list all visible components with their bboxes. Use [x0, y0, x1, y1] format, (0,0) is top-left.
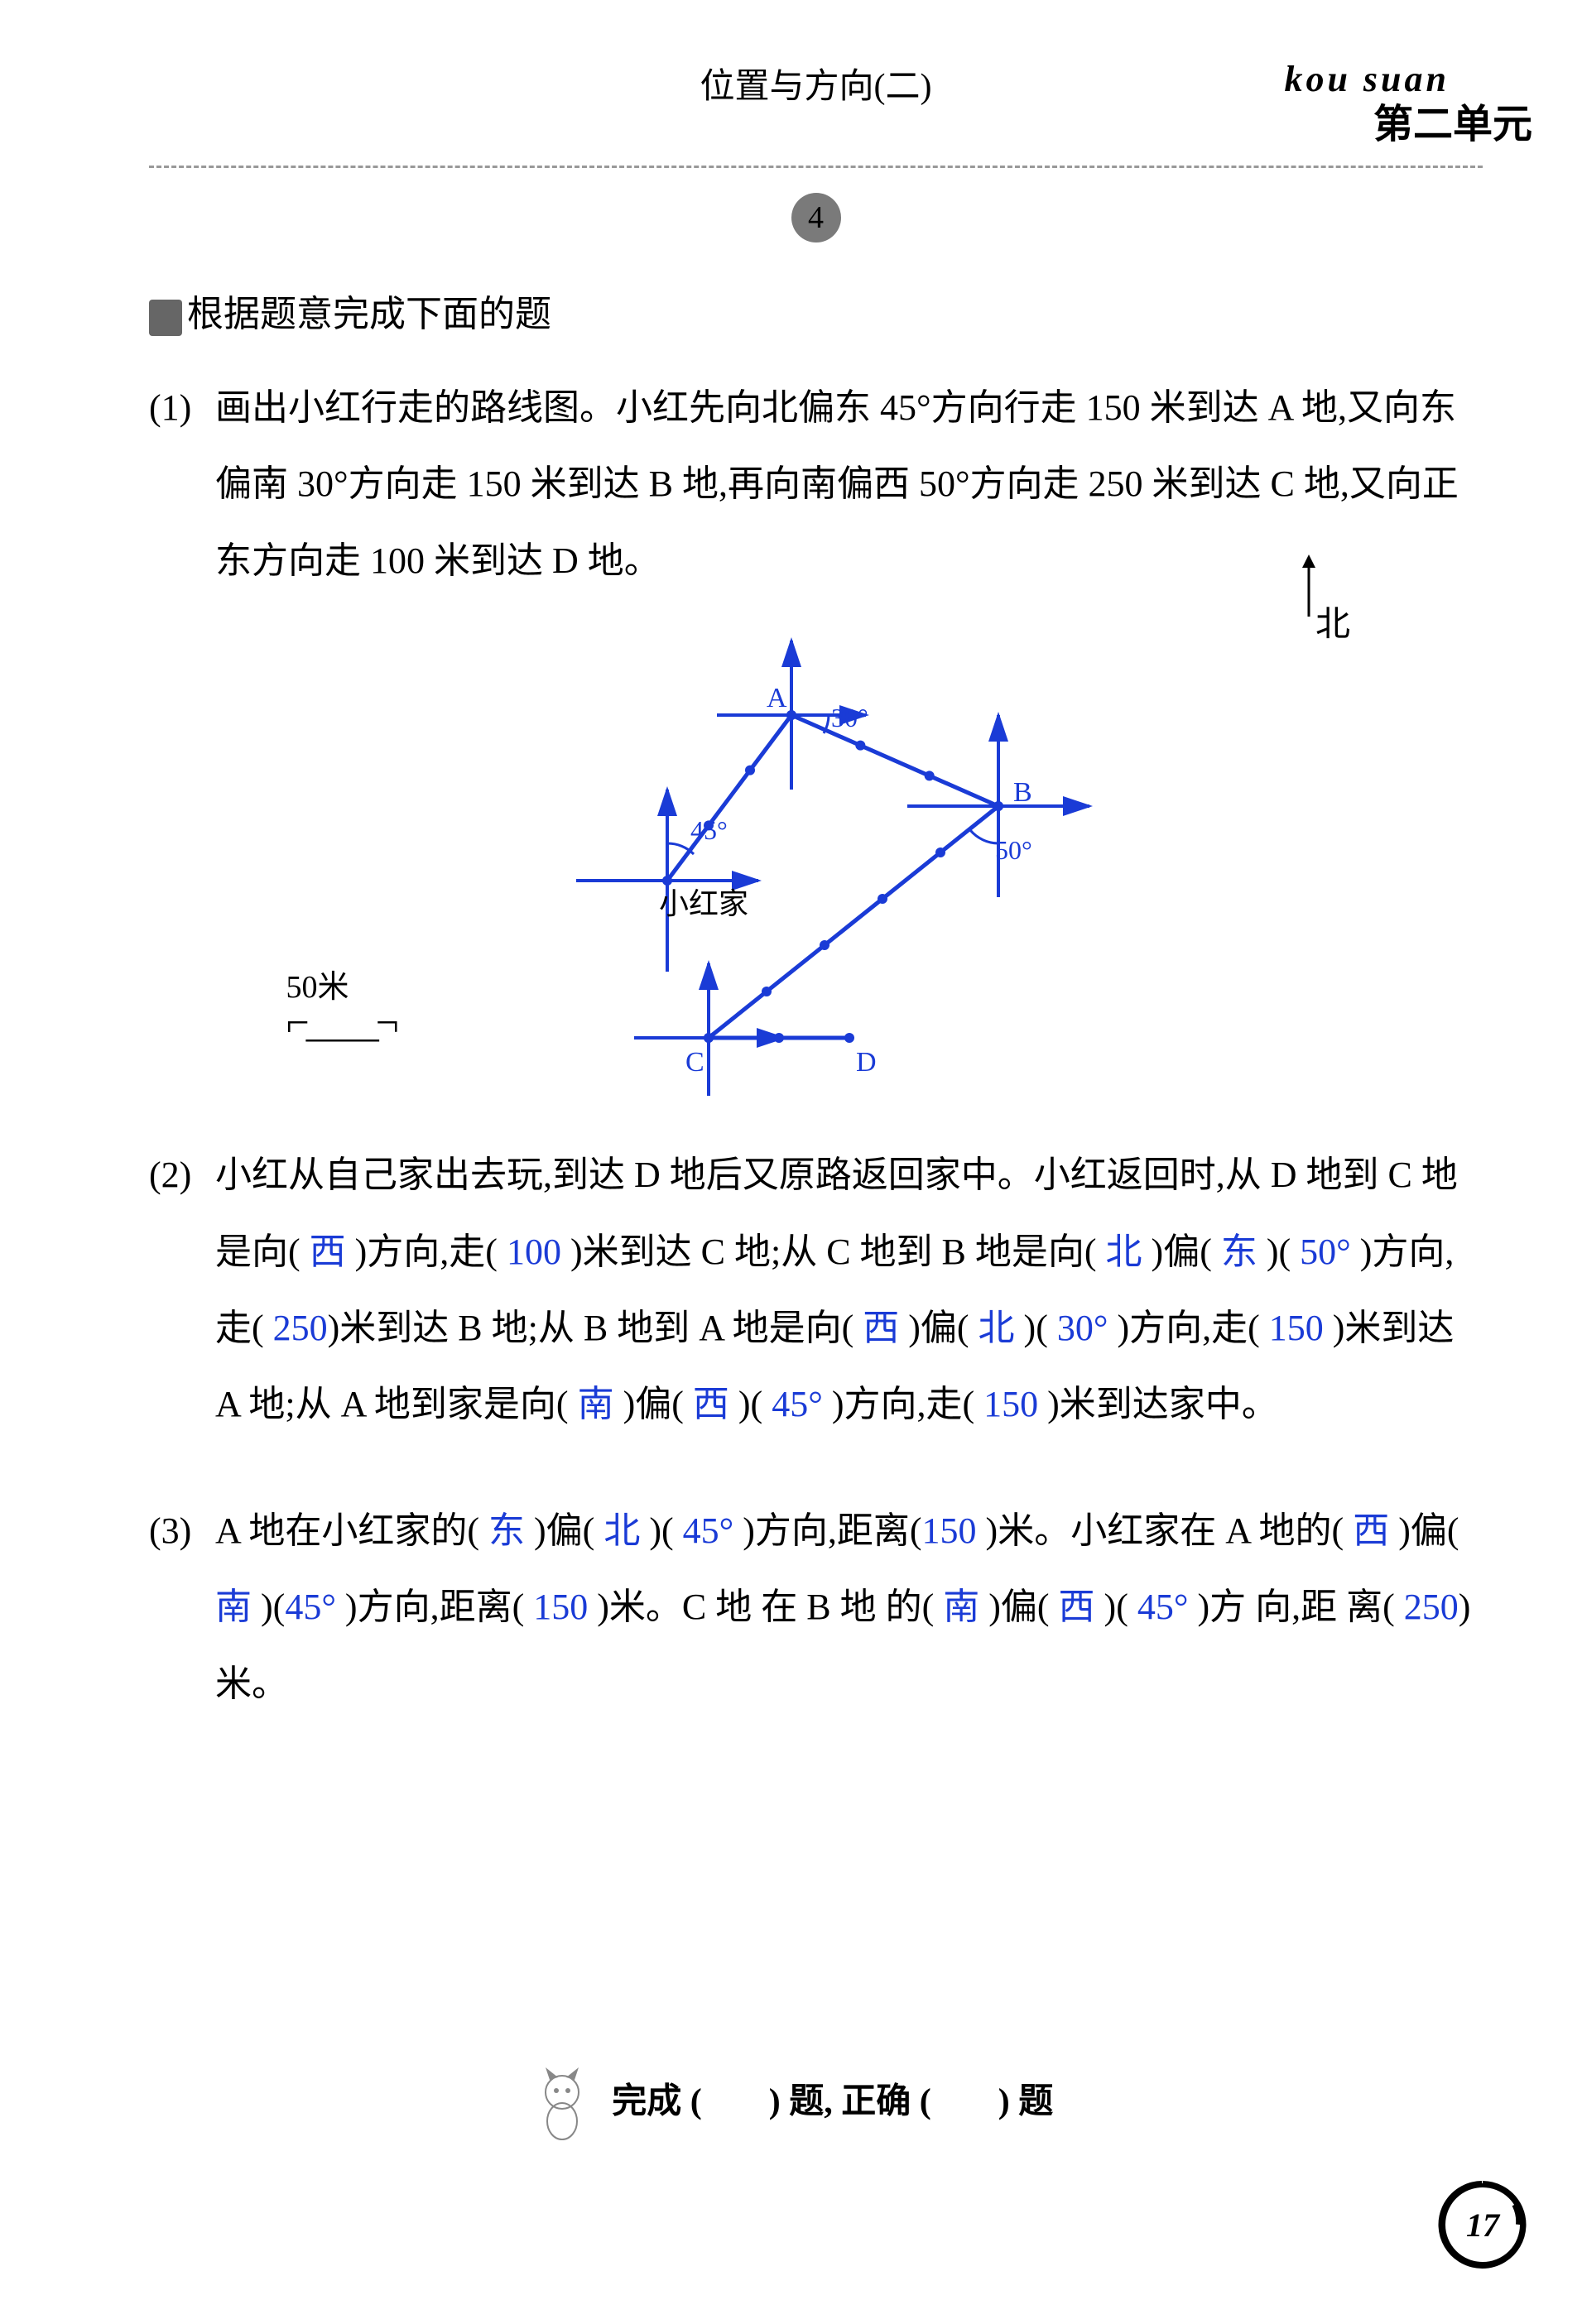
answer-blank: 150 [1260, 1308, 1333, 1348]
cat-icon [529, 2067, 595, 2142]
answer-blank: 西 [684, 1384, 738, 1424]
answer-blank: 南 [215, 1587, 261, 1627]
answer-blank: 45° [1128, 1587, 1198, 1627]
answer-blank: 250 [264, 1308, 328, 1348]
answer-blank: 西 [1050, 1587, 1104, 1627]
scale-bar: 50米 ⌐____¬ [286, 961, 396, 1046]
q2-body: 小红从自己家出去玩,到达 D 地后又原路返回家中。小红返回时,从 D 地到 C … [215, 1155, 1458, 1424]
answer-blank: 150 [974, 1384, 1047, 1424]
svg-text:D: D [856, 1047, 877, 1078]
q1-number: (1) [149, 370, 215, 446]
answer-blank: 南 [569, 1384, 623, 1424]
answer-blank: 150 [524, 1587, 597, 1627]
answer-blank: 东 [479, 1510, 534, 1551]
q1-text: 画出小红行走的路线图。小红先向北偏东 45°方向行走 150 米到达 A 地,又… [215, 387, 1459, 581]
answer-blank: 西 [854, 1308, 908, 1348]
unit-label: 第二单元 [1373, 91, 1532, 149]
answer-blank: 北 [594, 1510, 649, 1551]
answer-blank: 北 [969, 1308, 1024, 1348]
answer-blank: 250 [1395, 1587, 1459, 1627]
section-icon [149, 300, 182, 336]
svg-text:小红家: 小红家 [659, 887, 748, 920]
route-diagram: 50米 ⌐____¬ 45°小红家A30°B50°CD [402, 632, 1230, 1096]
page-header: 位置与方向(二) kou suan [149, 58, 1483, 157]
answer-blank: 南 [934, 1587, 988, 1627]
svg-text:C: C [685, 1047, 704, 1078]
svg-text:B: B [1013, 777, 1032, 808]
section-title: 根据题意完成下面的题 [149, 284, 1483, 337]
answer-blank: 西 [1344, 1510, 1398, 1551]
answer-blank: 北 [1097, 1232, 1152, 1272]
answer-blank: 100 [498, 1232, 570, 1272]
answer-blank: 西 [301, 1232, 355, 1272]
page-number: 17 [1441, 2183, 1524, 2266]
answer-blank: 50° [1291, 1232, 1360, 1272]
answer-blank: 东 [1212, 1232, 1267, 1272]
q3-number: (3) [149, 1493, 215, 1569]
answer-blank: 30° [1048, 1308, 1118, 1348]
q2-number: (2) [149, 1137, 215, 1213]
diagram-svg: 45° 小红家 A 30° B 50° C D [402, 632, 1230, 1096]
chapter-title: 位置与方向(二) [149, 58, 1483, 108]
north-label: 北 [1315, 596, 1350, 646]
footer: 完成 ( ) 题, 正确 ( ) 题 [0, 2067, 1582, 2142]
answer-blank: 150 [922, 1510, 986, 1551]
question-2: (2)小红从自己家出去玩,到达 D 地后又原路返回家中。小红返回时,从 D 地到… [215, 1137, 1483, 1443]
divider [149, 166, 1483, 168]
answer-blank: 45° [285, 1587, 345, 1627]
svg-text:A: A [767, 683, 787, 713]
answer-blank: 45° [762, 1384, 832, 1424]
answer-blank: 45° [674, 1510, 743, 1551]
svg-text:45°: 45° [690, 815, 728, 845]
question-3: (3)A 地在小红家的( 东 )偏( 北 )( 45° )方向,距离(150 )… [215, 1493, 1483, 1722]
page-badge: 4 [791, 193, 841, 242]
q3-body: A 地在小红家的( 东 )偏( 北 )( 45° )方向,距离(150 )米。小… [215, 1510, 1470, 1704]
svg-text:30°: 30° [831, 703, 868, 732]
svg-text:50°: 50° [995, 835, 1032, 865]
